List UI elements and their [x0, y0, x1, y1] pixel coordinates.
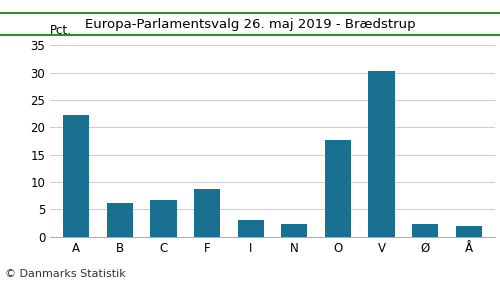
Bar [150, 200, 176, 237]
Text: Pct.: Pct. [50, 25, 72, 38]
Bar [63, 115, 90, 237]
Bar [281, 224, 307, 237]
Text: Europa-Parlamentsvalg 26. maj 2019 - Brædstrup: Europa-Parlamentsvalg 26. maj 2019 - Bræ… [84, 18, 415, 31]
Bar [456, 226, 482, 237]
Bar [325, 140, 351, 237]
Bar [106, 203, 133, 237]
Bar [194, 189, 220, 237]
Bar [368, 71, 394, 237]
Bar [412, 224, 438, 237]
Bar [238, 221, 264, 237]
Text: © Danmarks Statistik: © Danmarks Statistik [5, 269, 126, 279]
